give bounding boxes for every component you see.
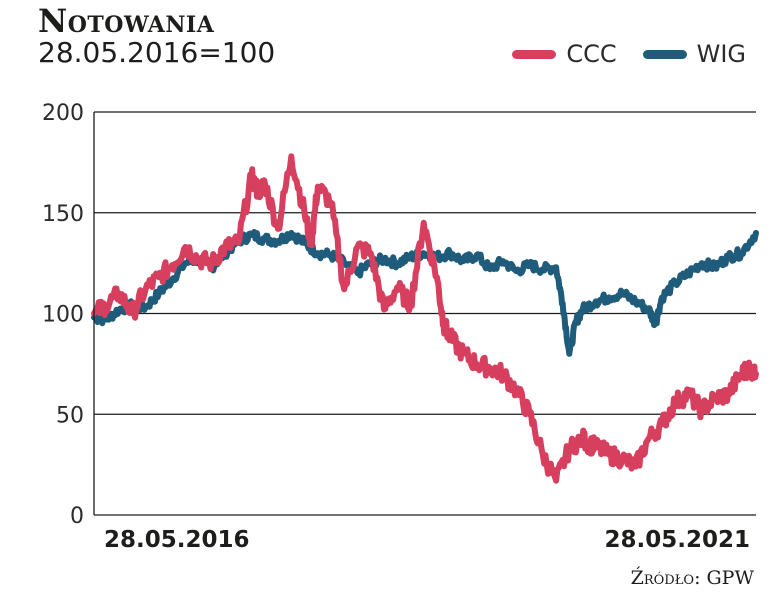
legend-label-wig: WIG	[696, 40, 746, 68]
x-label-start: 28.05.2016	[104, 527, 250, 553]
y-tick-label: 150	[42, 202, 84, 227]
series-line-wig	[91, 229, 759, 357]
legend-item-wig: WIG	[642, 40, 746, 68]
series-lines	[91, 153, 759, 484]
legend-label-ccc: CCC	[566, 40, 617, 68]
x-label-end: 28.05.2021	[604, 527, 750, 553]
y-axis-tick-labels: 0 50 100 150 200	[42, 101, 84, 529]
y-tick-label: 0	[70, 504, 84, 529]
y-tick-label: 200	[42, 101, 84, 126]
legend: CCC WIG	[486, 40, 746, 68]
y-tick-label: 50	[56, 403, 84, 428]
chart-title: Notowania	[38, 2, 215, 40]
y-tick-label: 100	[42, 303, 84, 328]
legend-swatch-wig	[642, 49, 687, 59]
series-line-ccc	[91, 153, 759, 484]
chart-subtitle: 28.05.2016=100	[38, 36, 276, 69]
legend-item-ccc: CCC	[512, 40, 617, 68]
legend-swatch-ccc	[512, 49, 557, 59]
source-note: Źródło: GPW	[630, 567, 754, 589]
